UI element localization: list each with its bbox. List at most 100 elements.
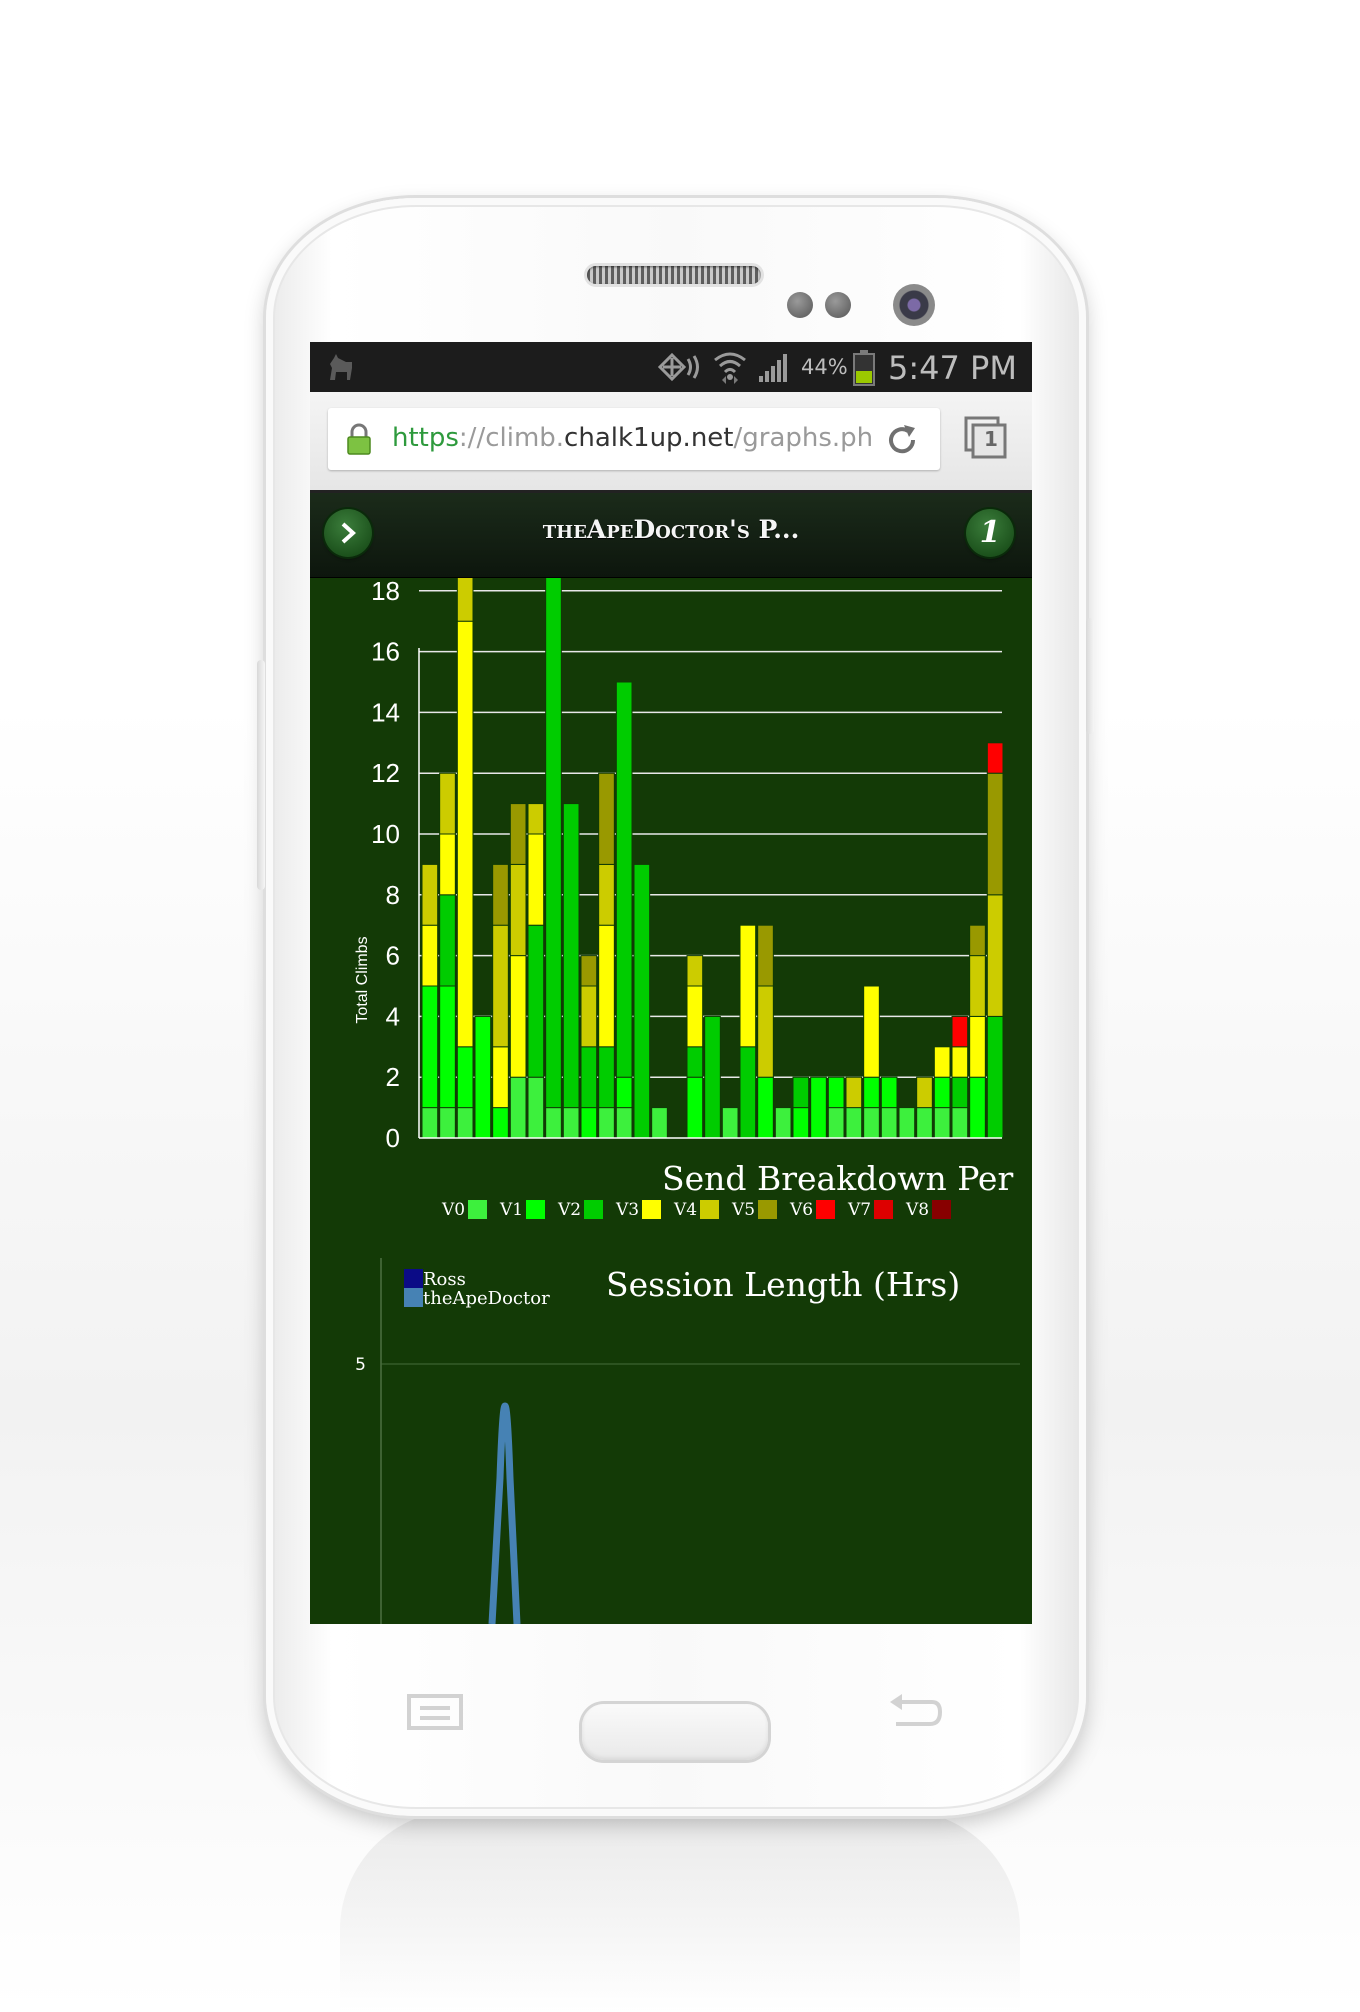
bar-segment-v4: [580, 985, 598, 1048]
page-title: theApeDoctor's P...: [542, 515, 800, 544]
bar-segment-v0: [774, 1107, 792, 1139]
bar-segment-v0: [421, 1107, 439, 1139]
reload-icon[interactable]: [884, 422, 920, 458]
bar-segment-v1: [757, 1076, 774, 1139]
header-right-button[interactable]: 1: [966, 509, 1014, 557]
status-bar: 44% 5:47 PM: [310, 342, 1032, 392]
bar-segment-v4: [916, 1076, 933, 1109]
home-button[interactable]: [582, 1704, 768, 1760]
bar-segment-v0: [845, 1107, 863, 1139]
bar-segment-v5: [509, 803, 527, 865]
session-tick-label: 5: [355, 1355, 366, 1375]
bar-segment-v6: [951, 1015, 969, 1048]
bar-segment-v0: [721, 1107, 739, 1139]
bar-segment-v1: [474, 1015, 492, 1139]
bar-segment-v2: [439, 894, 456, 987]
y-tick-label: 16: [371, 637, 400, 667]
nfc-icon: [657, 352, 699, 382]
bar-segment-v3: [492, 1046, 509, 1109]
bar-segment-v0: [651, 1107, 668, 1139]
bar-segment-v3: [969, 1015, 986, 1078]
bar-segment-v0: [827, 1107, 845, 1139]
bar-segment-v0: [863, 1107, 880, 1139]
url-text[interactable]: https://climb.chalk1up.net/graphs.ph: [392, 423, 873, 453]
session-chart-title: Session Length (Hrs): [606, 1265, 960, 1304]
bar-segment-v3: [686, 985, 704, 1048]
bar-segment-v4: [509, 863, 527, 957]
tabs-icon: [964, 416, 1007, 459]
y-tick-label: 18: [371, 578, 400, 606]
open-menu-button[interactable]: [324, 509, 372, 557]
chevron-right-icon: [341, 522, 356, 544]
bar-segment-v2: [739, 1046, 757, 1139]
bar-segment-v3: [951, 1046, 969, 1078]
legend-swatch-v7: [874, 1200, 893, 1219]
legend-swatch-ross: [404, 1269, 423, 1288]
back-key-icon[interactable]: [886, 1692, 944, 1732]
send-breakdown-chart: 0246810121416182022 Total Climbs V0V1V2V…: [354, 578, 1013, 1220]
bar-segment-v1: [492, 1107, 509, 1139]
bar-segment-v2: [562, 803, 580, 1109]
y-axis-ticks: 0246810121416182022: [371, 578, 400, 1153]
bar-segment-v1: [810, 1076, 827, 1139]
legend-label-v8: V8: [905, 1200, 929, 1220]
bar-segment-v5: [580, 955, 598, 987]
bar-segment-v4: [439, 772, 456, 835]
session-line-theapedoctor: [488, 1402, 521, 1624]
proximity-sensor: [787, 292, 813, 318]
bar-segment-v0: [527, 1076, 545, 1139]
bar-segment-v3: [527, 833, 545, 926]
light-sensor: [825, 292, 851, 318]
earpiece-speaker: [587, 266, 761, 284]
legend-swatch-v5: [758, 1200, 777, 1219]
tabs-button[interactable]: 1: [962, 414, 1010, 462]
phone-screen: 44% 5:47 PM https://climb.chalk1up.net/g…: [310, 342, 1032, 1624]
bar-segment-v0: [545, 1107, 562, 1139]
bar-segment-v1: [421, 985, 439, 1109]
legend-label-v1: V1: [499, 1200, 523, 1220]
bar-segment-v2: [633, 863, 651, 1139]
bar-segment-v2: [704, 1015, 721, 1139]
legend-label-v0: V0: [441, 1200, 465, 1220]
bar-segment-v4: [686, 955, 704, 987]
bar-segment-v1: [439, 985, 456, 1109]
front-camera: [893, 284, 935, 326]
url-domain: chalk1up.net: [564, 423, 734, 453]
bar-segment-v4: [527, 803, 545, 835]
battery-icon: [853, 350, 875, 386]
bar-segment-v1: [880, 1076, 898, 1109]
bar-segment-v0: [562, 1107, 580, 1139]
bar-segment-v2: [986, 1015, 1004, 1139]
legend-swatch-v6: [816, 1200, 835, 1219]
bar-segment-v1: [863, 1076, 880, 1109]
send-chart-title: Send Breakdown Per: [662, 1159, 1013, 1198]
address-bar[interactable]: https://climb.chalk1up.net/graphs.ph: [328, 408, 940, 470]
legend-label-v7: V7: [847, 1200, 871, 1220]
legend-label-v6: V6: [789, 1200, 813, 1220]
bar-segment-v5: [598, 772, 615, 865]
bar-segment-v4: [969, 955, 986, 1017]
bar-segment-v2: [615, 681, 633, 1078]
y-tick-label: 0: [386, 1123, 400, 1153]
bar-segment-v2: [598, 1046, 615, 1109]
power-button: [1086, 618, 1094, 734]
legend-swatch-v0: [468, 1200, 487, 1219]
legend-label-ross: Ross: [423, 1269, 466, 1290]
battery-percent: 44%: [801, 355, 848, 379]
wifi-icon: [714, 352, 746, 384]
bar-segment-v3: [933, 1046, 951, 1078]
y-tick-label: 2: [386, 1062, 400, 1092]
bar-segment-v6: [986, 742, 1004, 774]
bar-segment-v2: [545, 578, 562, 1109]
legend-label-v3: V3: [615, 1200, 639, 1220]
session-length-chart: 5 Ross theApeDoctor Session Length (Hrs): [355, 1258, 1020, 1624]
bar-segment-v1: [686, 1076, 704, 1139]
bar-segment-v5: [492, 863, 509, 926]
app-notification-icon: [330, 354, 352, 380]
legend-swatch-theapedoctor: [404, 1288, 423, 1307]
bar-segment-v1: [792, 1107, 810, 1139]
legend-swatch-v1: [526, 1200, 545, 1219]
y-tick-label: 8: [386, 880, 400, 910]
menu-key-icon[interactable]: [406, 1692, 464, 1732]
legend-swatch-v4: [700, 1200, 719, 1219]
